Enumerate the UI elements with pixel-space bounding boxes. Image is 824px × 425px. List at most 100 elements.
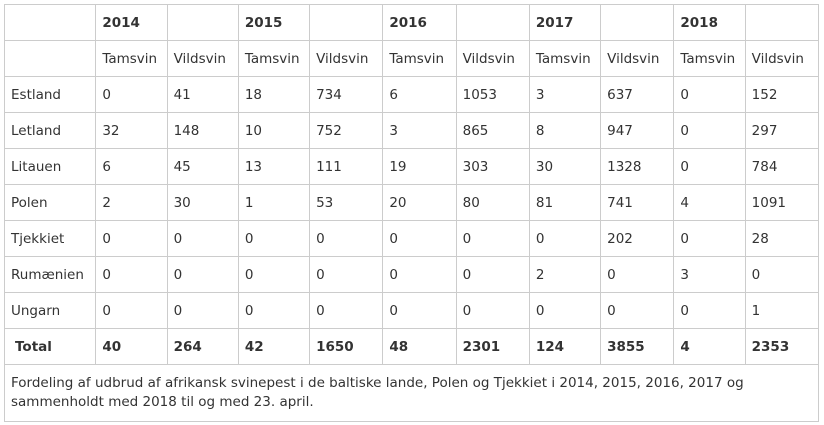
country-label: Letland — [3, 112, 97, 149]
value-cell: 0 — [744, 256, 820, 293]
year-header-2014: 2014 — [95, 4, 168, 41]
value-cell: 19 — [382, 148, 457, 185]
value-cell: 0 — [309, 220, 384, 257]
year-header-empty — [455, 4, 530, 41]
value-cell: 30 — [528, 148, 602, 185]
value-cell: 0 — [237, 220, 311, 257]
year-header-2018: 2018 — [673, 4, 746, 41]
value-cell: 0 — [95, 292, 168, 329]
table-row: Letland 32 148 10 752 3 865 8 947 0 297 — [3, 112, 820, 149]
country-label: Ungarn — [3, 292, 97, 329]
value-cell: 0 — [237, 256, 311, 293]
table-row: Litauen 6 45 13 111 19 303 30 1328 0 784 — [3, 148, 820, 185]
value-cell: 202 — [600, 220, 675, 257]
table-row: Rumænien 0 0 0 0 0 0 2 0 3 0 — [3, 256, 820, 293]
table-row: Polen 2 30 1 53 20 80 81 741 4 1091 — [3, 184, 820, 221]
value-cell: 4 — [673, 184, 746, 221]
value-cell: 0 — [673, 148, 746, 185]
year-header-empty — [166, 4, 239, 41]
outbreak-table-container: 2014 2015 2016 2017 2018 Tamsvin Vildsvin Tamsv… — [3, 4, 820, 422]
value-cell: 0 — [309, 292, 384, 329]
value-cell: 152 — [744, 76, 820, 113]
outbreak-table: 2014 2015 2016 2017 2018 Tamsvin Vildsvin Tamsv… — [3, 4, 820, 422]
value-cell: 0 — [455, 292, 530, 329]
type-header-corner — [3, 40, 97, 77]
year-header-empty — [309, 4, 384, 41]
value-cell: 20 — [382, 184, 457, 221]
type-header: Tamsvin — [673, 40, 746, 77]
value-cell: 0 — [95, 76, 168, 113]
total-value-cell: 1650 — [309, 328, 384, 365]
value-cell: 297 — [744, 112, 820, 149]
type-header: Tamsvin — [528, 40, 602, 77]
value-cell: 80 — [455, 184, 530, 221]
value-cell: 8 — [528, 112, 602, 149]
value-cell: 2 — [528, 256, 602, 293]
value-cell: 865 — [455, 112, 530, 149]
value-cell: 10 — [237, 112, 311, 149]
total-value-cell: 2353 — [744, 328, 820, 365]
total-value-cell: 4 — [673, 328, 746, 365]
value-cell: 0 — [166, 256, 239, 293]
value-cell: 13 — [237, 148, 311, 185]
value-cell: 32 — [95, 112, 168, 149]
value-cell: 1091 — [744, 184, 820, 221]
value-cell: 0 — [382, 220, 457, 257]
value-cell: 6 — [95, 148, 168, 185]
year-header-2015: 2015 — [237, 4, 311, 41]
value-cell: 6 — [382, 76, 457, 113]
value-cell: 148 — [166, 112, 239, 149]
value-cell: 0 — [95, 220, 168, 257]
value-cell: 30 — [166, 184, 239, 221]
value-cell: 0 — [673, 292, 746, 329]
table-caption: Fordeling af udbrud af afrikansk svinepe… — [4, 364, 819, 422]
value-cell: 3 — [382, 112, 457, 149]
value-cell: 0 — [528, 220, 602, 257]
corner-cell — [3, 4, 97, 41]
value-cell: 0 — [673, 112, 746, 149]
total-value-cell: 40 — [95, 328, 168, 365]
table-row: Estland 0 41 18 734 6 1053 3 637 0 152 — [3, 76, 820, 113]
year-header-2017: 2017 — [528, 4, 602, 41]
type-header: Vildsvin — [166, 40, 239, 77]
value-cell: 0 — [455, 220, 530, 257]
value-cell: 0 — [382, 292, 457, 329]
value-cell: 734 — [309, 76, 384, 113]
value-cell: 0 — [600, 256, 675, 293]
value-cell: 1053 — [455, 76, 530, 113]
country-label: Estland — [3, 76, 97, 113]
value-cell: 0 — [600, 292, 675, 329]
value-cell: 0 — [237, 292, 311, 329]
type-header-row: Tamsvin Vildsvin Tamsvin Vildsvin Tamsvin Vil… — [3, 40, 820, 77]
value-cell: 303 — [455, 148, 530, 185]
type-header: Tamsvin — [382, 40, 457, 77]
total-label: Total — [3, 328, 97, 365]
value-cell: 0 — [673, 220, 746, 257]
value-cell: 752 — [309, 112, 384, 149]
total-value-cell: 124 — [528, 328, 602, 365]
value-cell: 0 — [673, 76, 746, 113]
value-cell: 0 — [455, 256, 530, 293]
year-header-2016: 2016 — [382, 4, 457, 41]
country-label: Rumænien — [3, 256, 97, 293]
value-cell: 0 — [528, 292, 602, 329]
value-cell: 53 — [309, 184, 384, 221]
country-label: Polen — [3, 184, 97, 221]
value-cell: 1 — [744, 292, 820, 329]
value-cell: 0 — [166, 220, 239, 257]
table-row: Ungarn 0 0 0 0 0 0 0 0 0 1 — [3, 292, 820, 329]
value-cell: 81 — [528, 184, 602, 221]
type-header: Tamsvin — [237, 40, 311, 77]
value-cell: 28 — [744, 220, 820, 257]
value-cell: 637 — [600, 76, 675, 113]
value-cell: 2 — [95, 184, 168, 221]
year-header-empty — [600, 4, 675, 41]
caption-row: Fordeling af udbrud af afrikansk svinepe… — [4, 364, 819, 422]
year-header-empty — [744, 4, 820, 41]
value-cell: 18 — [237, 76, 311, 113]
type-header: Tamsvin — [95, 40, 168, 77]
value-cell: 3 — [673, 256, 746, 293]
value-cell: 45 — [166, 148, 239, 185]
type-header: Vildsvin — [600, 40, 675, 77]
value-cell: 784 — [744, 148, 820, 185]
